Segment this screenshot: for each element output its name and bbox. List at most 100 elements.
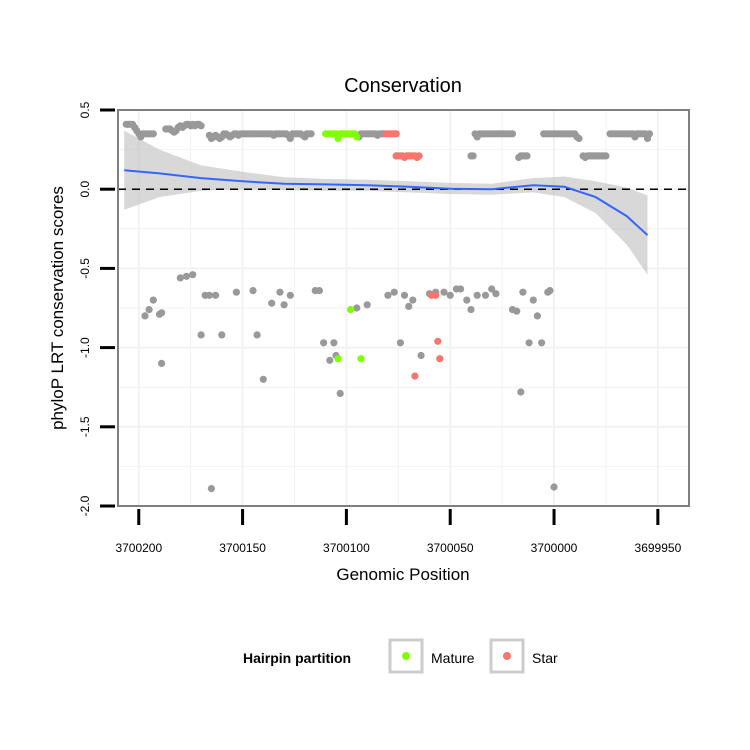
point-other [330,339,338,347]
x-axis-title: Genomic Position [336,565,469,584]
points-layer [122,120,654,493]
legend-item-mature: Mature [388,638,475,674]
point-other [276,288,284,296]
legend-label-star: Star [532,650,558,666]
point-other [440,288,448,296]
point-star [436,355,444,363]
x-tick-label: 3700050 [427,541,474,555]
x-tick-label: 3700200 [115,541,162,555]
point-other [149,296,157,304]
point-other [145,306,153,314]
point-other [158,359,166,367]
point-other [467,306,475,314]
legend-label-mature: Mature [431,650,475,666]
point-other [446,291,454,299]
point-other [176,274,184,282]
point-star [411,372,419,380]
point-other [197,331,205,339]
point-mature [357,355,365,363]
point-other [602,152,610,160]
point-other [523,152,531,160]
point-other [212,291,220,299]
point-other [645,130,654,138]
point-other [353,304,361,312]
point-other [538,339,546,347]
point-other [280,301,288,309]
point-other [158,309,166,317]
legend-title: Hairpin partition [243,650,351,666]
point-other [400,291,409,299]
x-tick-label: 3700000 [531,541,578,555]
smooth-line-layer [124,169,649,236]
point-other [149,130,157,138]
point-other [575,134,583,143]
point-other [409,296,417,304]
point-other [533,312,542,320]
point-star [432,291,440,299]
y-tick-label: -0.5 [78,258,92,279]
point-other [481,291,490,299]
point-other [259,375,267,383]
point-star [392,130,400,138]
point-other [508,130,517,138]
x-tick-label: 3700150 [219,541,266,555]
legend-key-mature [402,652,410,660]
point-other [253,331,261,339]
y-axis: 0.5 0.0 -0.5 -1.0 -1.5 -2.0 [78,101,115,516]
point-other [473,291,481,299]
legend-item-star: Star [489,638,558,674]
point-other [517,388,525,396]
point-other [463,296,471,304]
point-star [434,337,442,345]
point-other [336,389,344,398]
point-other [326,356,334,364]
x-axis: 3700200 3700150 3700100 3700050 3700000 36999… [115,509,682,555]
point-star [415,152,423,160]
point-other [218,331,226,339]
point-other [396,339,404,347]
point-other [488,285,496,293]
y-axis-title: phyloP LRT conservation scores [48,186,67,430]
point-other [469,152,477,160]
chart-title: Conservation [344,75,462,97]
point-other [550,483,558,491]
point-other [457,285,465,293]
point-other [405,302,413,310]
point-mature [347,306,355,314]
y-tick-label: -1.5 [78,416,92,437]
point-other [141,312,149,320]
y-tick-label: -1.0 [78,337,92,358]
point-other [384,291,392,299]
point-other [390,288,398,296]
smooth-line [124,169,649,236]
x-tick-label: 3700100 [323,541,370,555]
point-star [392,152,400,160]
point-other [268,299,276,307]
point-other [197,122,205,130]
point-mature [353,133,361,141]
point-other [182,272,191,280]
point-other [189,271,197,279]
point-other [513,307,521,315]
point-other [546,287,554,295]
point-other [363,301,371,309]
point-other [307,130,315,138]
x-tick-label: 3699950 [635,541,682,555]
point-other [417,351,425,360]
point-other [492,290,500,298]
point-other [249,287,257,295]
plot-border [117,109,690,507]
y-tick-label: 0.0 [78,181,92,198]
point-other [315,287,323,295]
point-other [525,339,533,347]
point-other [286,291,294,299]
legend: Hairpin partition Mature Star [243,638,558,674]
point-other [529,296,537,304]
plot-panel [117,109,690,507]
legend-key-star [503,652,511,660]
point-mature [334,355,342,363]
point-other [519,288,527,296]
y-tick-label: 0.5 [78,101,92,118]
point-other [207,485,215,493]
